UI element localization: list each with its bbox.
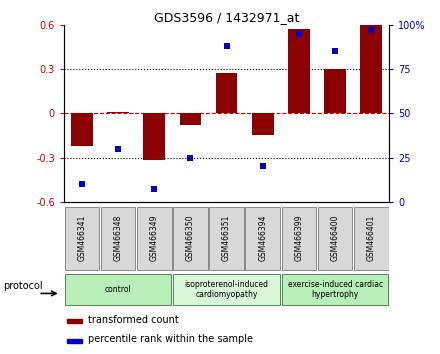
Text: GSM466400: GSM466400 [330,215,340,261]
Point [295,31,302,36]
FancyBboxPatch shape [173,274,280,304]
Bar [252,113,274,136]
Text: protocol: protocol [3,281,43,291]
Bar [71,113,93,146]
FancyBboxPatch shape [282,207,316,269]
FancyBboxPatch shape [318,207,352,269]
Text: control: control [105,285,132,294]
Bar [143,113,165,160]
Title: GDS3596 / 1432971_at: GDS3596 / 1432971_at [154,11,299,24]
Text: GSM466401: GSM466401 [367,215,376,261]
Text: GSM466351: GSM466351 [222,215,231,261]
Bar [360,25,382,113]
FancyBboxPatch shape [209,207,244,269]
Text: GSM466399: GSM466399 [294,215,304,261]
Bar [67,339,82,343]
FancyBboxPatch shape [246,207,280,269]
Point [78,181,85,187]
FancyBboxPatch shape [65,207,99,269]
Point [368,27,375,33]
Text: GSM466348: GSM466348 [114,215,123,261]
Point [259,164,266,169]
Point [114,146,121,152]
FancyBboxPatch shape [65,274,171,304]
Point [332,48,339,54]
Text: exercise-induced cardiac
hypertrophy: exercise-induced cardiac hypertrophy [288,280,383,299]
Bar [324,69,346,113]
FancyBboxPatch shape [282,274,389,304]
Bar [107,112,129,113]
Text: GSM466349: GSM466349 [150,215,159,261]
Text: GSM466341: GSM466341 [77,215,86,261]
Point [151,187,158,192]
Text: GSM466350: GSM466350 [186,215,195,261]
FancyBboxPatch shape [101,207,136,269]
Point [223,43,230,49]
FancyBboxPatch shape [137,207,172,269]
Text: transformed count: transformed count [88,315,179,325]
Point [187,155,194,160]
Bar [180,113,201,125]
FancyBboxPatch shape [354,207,389,269]
Bar [216,74,238,113]
Text: isoproterenol-induced
cardiomyopathy: isoproterenol-induced cardiomyopathy [185,280,268,299]
Bar [288,29,310,113]
Text: GSM466394: GSM466394 [258,215,267,261]
Bar [67,319,82,324]
Text: percentile rank within the sample: percentile rank within the sample [88,335,253,344]
FancyBboxPatch shape [173,207,208,269]
